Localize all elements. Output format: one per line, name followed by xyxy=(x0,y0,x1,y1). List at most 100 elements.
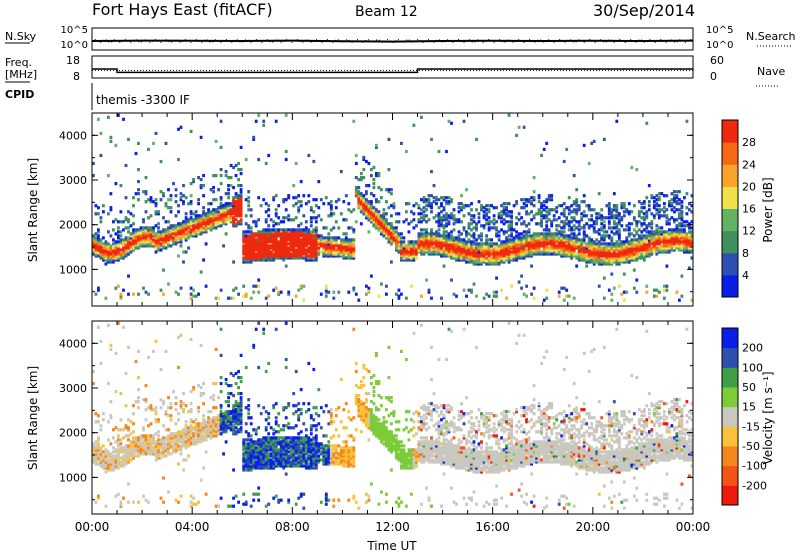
power-cell xyxy=(224,204,228,208)
power-cell xyxy=(102,252,105,256)
power-cell xyxy=(194,222,198,226)
power-cell xyxy=(142,234,145,238)
power-cell xyxy=(575,238,579,242)
power-cell xyxy=(663,288,666,292)
velocity-cell xyxy=(117,460,120,464)
power-cell xyxy=(412,248,416,252)
power-cell xyxy=(668,248,671,252)
power-cell xyxy=(640,224,644,228)
power-cell xyxy=(292,248,296,252)
power-cell xyxy=(297,230,301,234)
power-cell xyxy=(187,222,191,226)
power-cell xyxy=(417,248,421,252)
velocity-cell xyxy=(182,468,185,472)
power-cell xyxy=(274,214,278,218)
power-cell xyxy=(437,252,441,256)
power-cell xyxy=(159,242,163,246)
power-cell xyxy=(362,204,366,208)
nsearch-point xyxy=(660,39,662,41)
velocity-cell xyxy=(179,432,183,436)
power-cell xyxy=(347,250,351,254)
power-cell xyxy=(412,258,416,262)
power-cell xyxy=(222,218,226,222)
power-cell xyxy=(332,212,336,216)
power-cell xyxy=(462,226,466,230)
power-cell xyxy=(475,252,478,256)
power-cell xyxy=(500,204,504,208)
power-cell xyxy=(635,254,639,258)
power-cell xyxy=(179,240,183,244)
power-cell xyxy=(673,240,676,244)
power-cell xyxy=(537,244,541,248)
velocity-cell xyxy=(179,404,183,408)
power-cell xyxy=(187,226,191,230)
power-cell xyxy=(104,258,108,262)
power-cell xyxy=(390,242,393,246)
power-cell xyxy=(515,222,519,226)
power-cell xyxy=(202,258,206,262)
power-cell xyxy=(688,248,691,252)
power-cell xyxy=(610,226,614,230)
power-cell xyxy=(269,252,273,256)
power-cell xyxy=(339,246,343,250)
nsearch-point xyxy=(294,40,296,42)
power-cell xyxy=(224,216,228,220)
velocity-cell xyxy=(189,430,193,434)
power-cell xyxy=(192,228,196,232)
power-cell xyxy=(224,192,228,196)
power-cell xyxy=(507,260,511,264)
power-cell xyxy=(309,236,313,240)
velocity-cell xyxy=(187,430,191,434)
power-cell xyxy=(362,155,366,160)
nsearch-point xyxy=(430,40,432,42)
nsky-label: N.Sky xyxy=(5,30,37,43)
power-cell xyxy=(405,296,408,300)
velocity-cell xyxy=(169,406,173,410)
power-cell xyxy=(440,222,443,226)
power-cell xyxy=(575,210,579,214)
power-cell xyxy=(632,258,636,262)
power-cell xyxy=(550,248,554,252)
power-cell xyxy=(435,248,438,252)
power-cell xyxy=(512,250,516,254)
power-cell xyxy=(590,260,594,264)
power-cell xyxy=(97,242,100,246)
power-data-cells xyxy=(92,113,694,302)
nsearch-point xyxy=(105,39,107,41)
power-cell xyxy=(592,254,596,258)
power-cell xyxy=(385,236,388,240)
power-cell xyxy=(365,206,368,210)
power-cell xyxy=(465,240,468,244)
velocity-cell xyxy=(109,462,113,466)
power-cell xyxy=(214,208,218,212)
power-cell xyxy=(274,222,278,226)
power-cell xyxy=(495,254,499,258)
power-cell xyxy=(247,208,251,212)
power-cell xyxy=(109,250,113,254)
power-cell xyxy=(440,196,443,200)
power-cell xyxy=(625,256,629,260)
power-cell xyxy=(227,218,231,222)
power-cell xyxy=(309,206,313,210)
power-cell xyxy=(595,222,599,226)
power-cell xyxy=(512,228,516,232)
velocity-cell xyxy=(157,450,160,454)
power-cell xyxy=(622,258,626,262)
power-cell xyxy=(267,228,271,232)
power-cell xyxy=(540,224,544,228)
power-cell xyxy=(485,208,489,212)
power-cell xyxy=(137,246,140,250)
power-cell xyxy=(407,258,411,262)
power-cell xyxy=(132,228,135,232)
power-cell xyxy=(460,244,463,248)
power-cell xyxy=(94,254,98,258)
velocity-cell xyxy=(154,432,158,436)
power-cell xyxy=(485,258,489,262)
power-cell xyxy=(237,161,241,166)
power-cell xyxy=(505,244,509,248)
power-cell xyxy=(467,238,471,242)
power-cell xyxy=(580,248,584,252)
power-cell xyxy=(279,254,283,258)
power-cell xyxy=(365,192,368,196)
power-cell xyxy=(592,208,596,212)
